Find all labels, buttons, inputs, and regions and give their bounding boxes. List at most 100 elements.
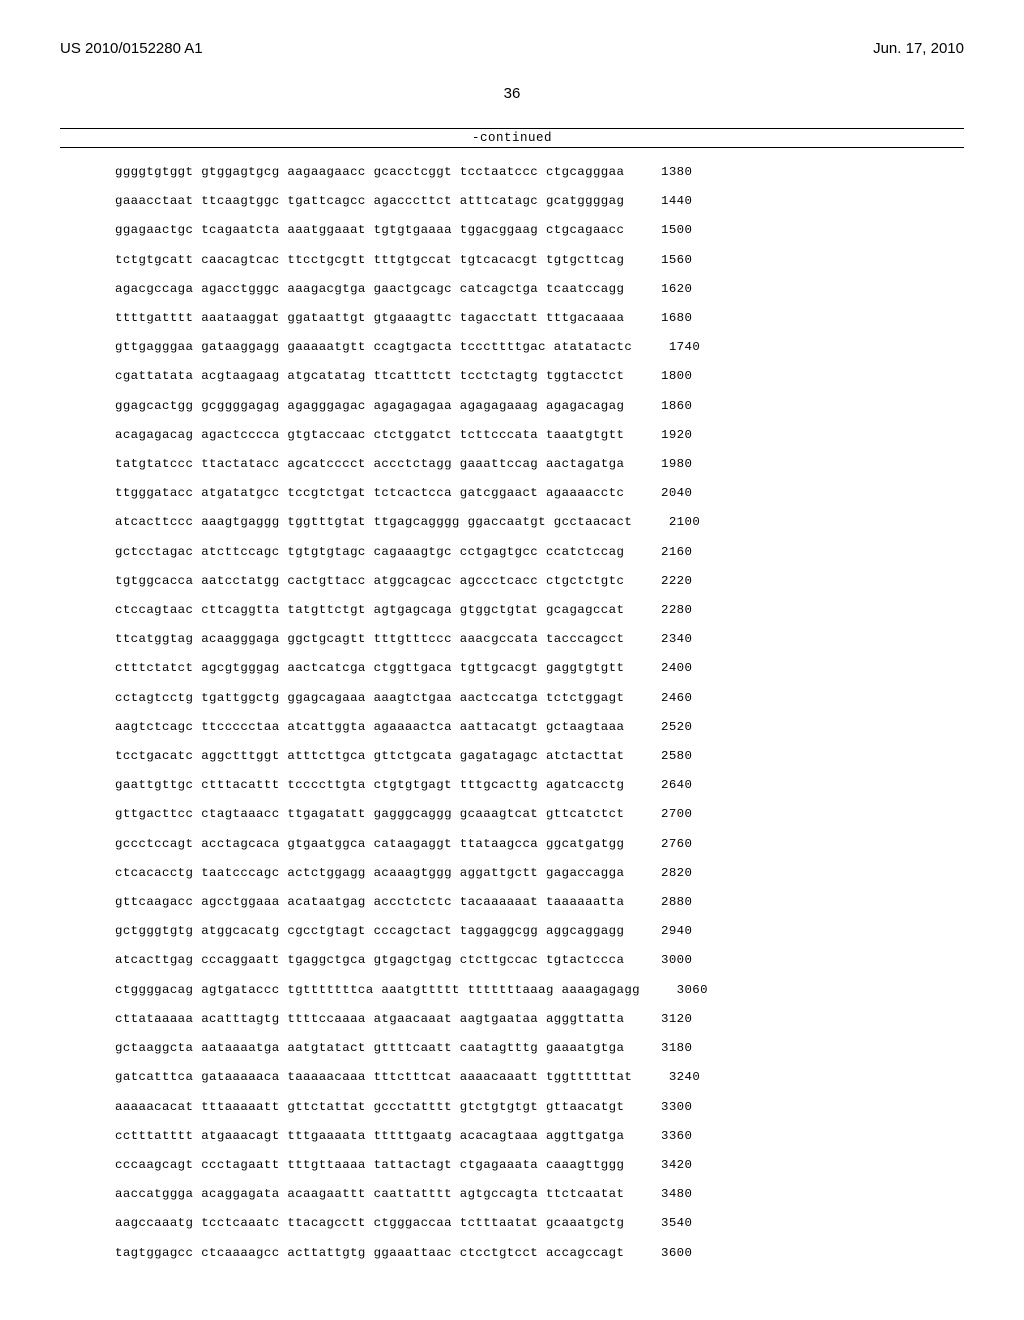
sequence-row: cccaagcagt ccctagaatt tttgttaaaa tattact…: [115, 1159, 964, 1171]
sequence-position: 1560: [652, 254, 692, 266]
sequence-text: gccctccagt acctagcaca gtgaatggca cataaga…: [115, 838, 624, 850]
sequence-text: agacgccaga agacctgggc aaagacgtga gaactgc…: [115, 283, 624, 295]
sequence-text: atcacttccc aaagtgaggg tggtttgtat ttgagca…: [115, 516, 632, 528]
sequence-position: 2640: [652, 779, 692, 791]
sequence-text: gctcctagac atcttccagc tgtgtgtagc cagaaag…: [115, 546, 624, 558]
sequence-text: ctccagtaac cttcaggtta tatgttctgt agtgagc…: [115, 604, 624, 616]
sequence-position: 2340: [652, 633, 692, 645]
sequence-position: 2460: [652, 692, 692, 704]
sequence-position: 1620: [652, 283, 692, 295]
sequence-text: atcacttgag cccaggaatt tgaggctgca gtgagct…: [115, 954, 624, 966]
sequence-row: ttcatggtag acaagggaga ggctgcagtt tttgttt…: [115, 633, 964, 645]
sequence-row: ttttgatttt aaataaggat ggataattgt gtgaaag…: [115, 312, 964, 324]
sequence-position: 3060: [668, 984, 708, 996]
sequence-row: aaccatggga acaggagata acaagaattt caattat…: [115, 1188, 964, 1200]
sequence-position: 3600: [652, 1247, 692, 1259]
sequence-position: 3180: [652, 1042, 692, 1054]
sequence-text: cctttatttt atgaaacagt tttgaaaata tttttga…: [115, 1130, 624, 1142]
sequence-position: 1800: [652, 370, 692, 382]
sequence-position: 2280: [652, 604, 692, 616]
sequence-row: ctttctatct agcgtgggag aactcatcga ctggttg…: [115, 662, 964, 674]
sequence-text: cttataaaaa acatttagtg ttttccaaaa atgaaca…: [115, 1013, 624, 1025]
sequence-text: gctaaggcta aataaaatga aatgtatact gttttca…: [115, 1042, 624, 1054]
sequence-position: 2100: [660, 516, 700, 528]
sequence-position: 1980: [652, 458, 692, 470]
sequence-text: ctggggacag agtgataccc tgtttttttca aaatgt…: [115, 984, 640, 996]
sequence-position: 2040: [652, 487, 692, 499]
sequence-row: gaaacctaat ttcaagtggc tgattcagcc agaccct…: [115, 195, 964, 207]
sequence-row: aagccaaatg tcctcaaatc ttacagcctt ctgggac…: [115, 1217, 964, 1229]
sequence-text: ttttgatttt aaataaggat ggataattgt gtgaaag…: [115, 312, 624, 324]
sequence-text: gaaacctaat ttcaagtggc tgattcagcc agaccct…: [115, 195, 624, 207]
sequence-row: agacgccaga agacctgggc aaagacgtga gaactgc…: [115, 283, 964, 295]
sequence-text: aagccaaatg tcctcaaatc ttacagcctt ctgggac…: [115, 1217, 624, 1229]
sequence-row: cttataaaaa acatttagtg ttttccaaaa atgaaca…: [115, 1013, 964, 1025]
sequence-row: tgtggcacca aatcctatgg cactgttacc atggcag…: [115, 575, 964, 587]
sequence-row: aaaaacacat tttaaaaatt gttctattat gccctat…: [115, 1101, 964, 1113]
sequence-position: 2520: [652, 721, 692, 733]
sequence-text: gaattgttgc ctttacattt tccccttgta ctgtgtg…: [115, 779, 624, 791]
sequence-row: gctgggtgtg atggcacatg cgcctgtagt cccagct…: [115, 925, 964, 937]
sequence-text: gttgagggaa gataaggagg gaaaaatgtt ccagtga…: [115, 341, 632, 353]
sequence-row: tatgtatccc ttactatacc agcatcccct accctct…: [115, 458, 964, 470]
sequence-position: 3240: [660, 1071, 700, 1083]
continued-label: -continued: [60, 131, 964, 145]
sequence-row: gccctccagt acctagcaca gtgaatggca cataaga…: [115, 838, 964, 850]
sequence-position: 3540: [652, 1217, 692, 1229]
sequence-text: gttgacttcc ctagtaaacc ttgagatatt gagggca…: [115, 808, 624, 820]
sequence-text: ggggtgtggt gtggagtgcg aagaagaacc gcacctc…: [115, 166, 624, 178]
sequence-text: aagtctcagc ttccccctaa atcattggta agaaaac…: [115, 721, 624, 733]
sequence-row: tagtggagcc ctcaaaagcc acttattgtg ggaaatt…: [115, 1247, 964, 1259]
sequence-text: aaaaacacat tttaaaaatt gttctattat gccctat…: [115, 1101, 624, 1113]
sequence-position: 2700: [652, 808, 692, 820]
sequence-row: cgattatata acgtaagaag atgcatatag ttcattt…: [115, 370, 964, 382]
sequence-text: ctcacacctg taatcccagc actctggagg acaaagt…: [115, 867, 624, 879]
sequence-position: 1500: [652, 224, 692, 236]
sequence-row: ggggtgtggt gtggagtgcg aagaagaacc gcacctc…: [115, 166, 964, 178]
sequence-position: 1740: [660, 341, 700, 353]
sequence-position: 2220: [652, 575, 692, 587]
sequence-position: 2580: [652, 750, 692, 762]
sequence-row: gaattgttgc ctttacattt tccccttgta ctgtgtg…: [115, 779, 964, 791]
sequence-position: 1680: [652, 312, 692, 324]
sequence-row: gatcatttca gataaaaaca taaaaacaaa tttcttt…: [115, 1071, 964, 1083]
sequence-position: 3000: [652, 954, 692, 966]
sequence-row: acagagacag agactcccca gtgtaccaac ctctgga…: [115, 429, 964, 441]
sequence-position: 3300: [652, 1101, 692, 1113]
sequence-row: ggagaactgc tcagaatcta aaatggaaat tgtgtga…: [115, 224, 964, 236]
sequence-text: gatcatttca gataaaaaca taaaaacaaa tttcttt…: [115, 1071, 632, 1083]
sequence-text: ggagaactgc tcagaatcta aaatggaaat tgtgtga…: [115, 224, 624, 236]
sequence-text: cgattatata acgtaagaag atgcatatag ttcattt…: [115, 370, 624, 382]
sequence-position: 2160: [652, 546, 692, 558]
sequence-position: 1380: [652, 166, 692, 178]
sequence-row: cctagtcctg tgattggctg ggagcagaaa aaagtct…: [115, 692, 964, 704]
sequence-text: gttcaagacc agcctggaaa acataatgag accctct…: [115, 896, 624, 908]
sequence-position: 2880: [652, 896, 692, 908]
sequence-position: 3120: [652, 1013, 692, 1025]
sequence-position: 1920: [652, 429, 692, 441]
sequence-row: ctccagtaac cttcaggtta tatgttctgt agtgagc…: [115, 604, 964, 616]
sequence-position: 1440: [652, 195, 692, 207]
sequence-position: 2400: [652, 662, 692, 674]
sequence-block: ggggtgtggt gtggagtgcg aagaagaacc gcacctc…: [60, 166, 964, 1259]
sequence-row: gttcaagacc agcctggaaa acataatgag accctct…: [115, 896, 964, 908]
sequence-row: gctcctagac atcttccagc tgtgtgtagc cagaaag…: [115, 546, 964, 558]
publication-date: Jun. 17, 2010: [873, 40, 964, 57]
sequence-text: tagtggagcc ctcaaaagcc acttattgtg ggaaatt…: [115, 1247, 624, 1259]
sequence-position: 1860: [652, 400, 692, 412]
sequence-text: tcctgacatc aggctttggt atttcttgca gttctgc…: [115, 750, 624, 762]
sequence-text: gctgggtgtg atggcacatg cgcctgtagt cccagct…: [115, 925, 624, 937]
page-number: 36: [60, 85, 964, 102]
publication-number: US 2010/0152280 A1: [60, 40, 203, 57]
sequence-text: ggagcactgg gcggggagag agagggagac agagaga…: [115, 400, 624, 412]
sequence-position: 3420: [652, 1159, 692, 1171]
page-container: US 2010/0152280 A1 Jun. 17, 2010 36 -con…: [0, 0, 1024, 1320]
sequence-text: ttcatggtag acaagggaga ggctgcagtt tttgttt…: [115, 633, 624, 645]
sequence-row: atcacttccc aaagtgaggg tggtttgtat ttgagca…: [115, 516, 964, 528]
sequence-text: tctgtgcatt caacagtcac ttcctgcgtt tttgtgc…: [115, 254, 624, 266]
sequence-row: cctttatttt atgaaacagt tttgaaaata tttttga…: [115, 1130, 964, 1142]
sequence-row: ctcacacctg taatcccagc actctggagg acaaagt…: [115, 867, 964, 879]
sequence-text: ttgggatacc atgatatgcc tccgtctgat tctcact…: [115, 487, 624, 499]
sequence-row: tcctgacatc aggctttggt atttcttgca gttctgc…: [115, 750, 964, 762]
continued-bar: -continued: [60, 128, 964, 148]
